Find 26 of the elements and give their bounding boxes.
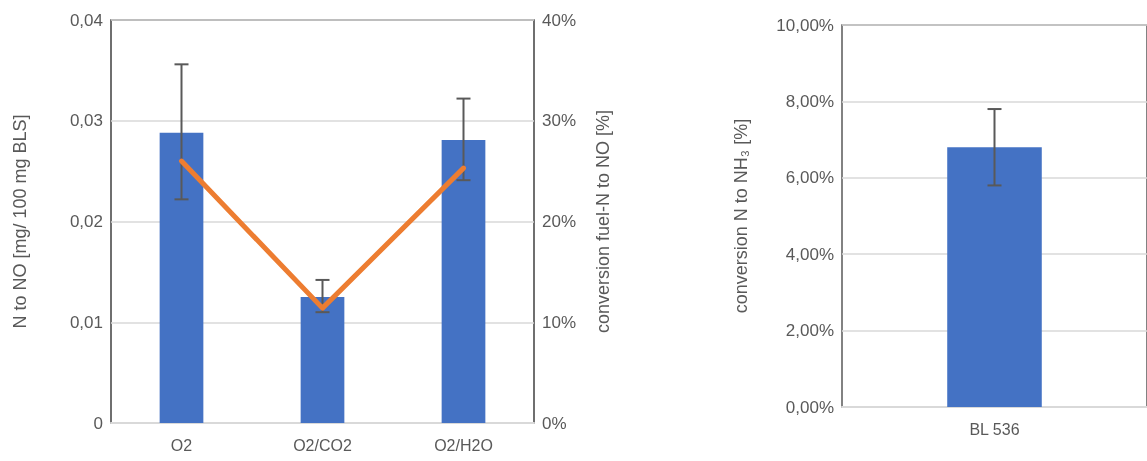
y-tick-label: 4,00% [785, 244, 834, 264]
y2-tick-label: 40% [542, 10, 577, 30]
y2-tick-label: 0% [542, 413, 567, 433]
y-tick-label: 0,03 [69, 111, 103, 131]
x-tick-label: O2 [170, 436, 193, 454]
y2-tick-label: 20% [542, 212, 577, 231]
y-tick-label: 0,01 [69, 312, 103, 332]
y2-axis-title: conversion fuel-N to NO [%] [593, 109, 613, 334]
y2-tick-label: 10% [542, 312, 577, 332]
y-tick-label: 0,04 [69, 10, 103, 30]
x-tick-label: BL 536 [969, 420, 1020, 438]
y-tick-label: 0,00% [785, 397, 834, 417]
bar [300, 297, 345, 423]
y-tick-label: 10,00% [776, 15, 834, 35]
y-tick-label: 0,02 [69, 212, 103, 231]
x-tick-label: O2/CO2 [293, 436, 352, 454]
y-tick-label: 6,00% [785, 168, 834, 188]
y2-tick-label: 30% [542, 111, 577, 131]
y-axis-title: conversion N to NH₃ [%] [731, 118, 751, 314]
y-tick-label: 8,00% [785, 91, 834, 111]
y-axis-title: N to NO [mg/ 100 mg BLS] [10, 114, 30, 329]
x-tick-label: O2/H2O [434, 436, 493, 454]
y-tick-label: 0 [93, 413, 103, 433]
bar [441, 139, 486, 423]
bar [159, 132, 204, 423]
y-tick-label: 2,00% [785, 321, 834, 341]
